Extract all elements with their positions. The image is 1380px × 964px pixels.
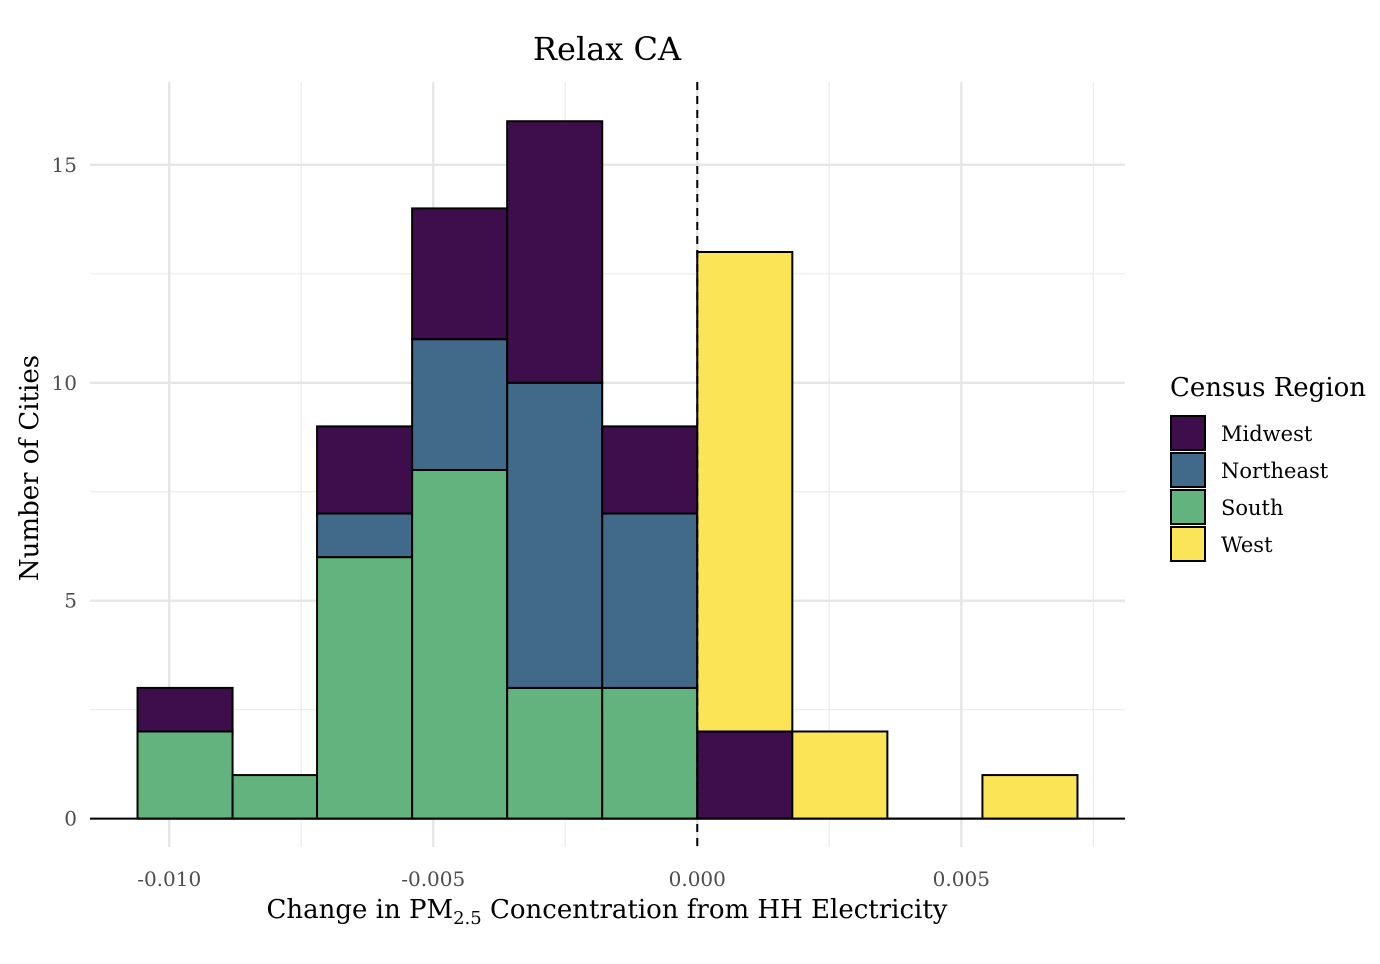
histogram-bar-midwest <box>506 120 604 384</box>
x-tick-label: -0.010 <box>137 867 201 891</box>
histogram-bar-south <box>411 468 509 820</box>
legend-label-northeast: Northeast <box>1221 459 1329 483</box>
histogram-bar-midwest <box>696 730 794 820</box>
histogram-bar-west <box>696 251 794 733</box>
legend-swatch-midwest <box>1170 415 1206 451</box>
histogram-bar-south <box>316 556 414 820</box>
y-tick-label: 5 <box>64 589 77 613</box>
legend-title: Census Region <box>1170 373 1366 403</box>
histogram-bar-west <box>981 774 1079 820</box>
histogram-bar-midwest <box>316 425 414 515</box>
x-tick-label: 0.000 <box>669 867 726 891</box>
x-axis-title-suffix: Concentration from HH Electricity <box>482 895 948 925</box>
histogram-bar-northeast <box>506 381 604 689</box>
histogram-bar-south <box>506 686 604 820</box>
legend-swatch-west <box>1170 526 1206 562</box>
legend-label-south: South <box>1221 496 1284 520</box>
legend-label-west: West <box>1221 533 1273 557</box>
y-tick-label: 10 <box>52 371 77 395</box>
x-axis-title: Change in PM2.5 Concentration from HH El… <box>266 895 947 929</box>
x-tick-label: 0.005 <box>933 867 990 891</box>
histogram-bar-midwest <box>601 425 699 515</box>
histogram-bar-midwest <box>411 207 509 341</box>
legend-swatch-northeast <box>1170 452 1206 488</box>
histogram-bar-south <box>231 774 319 820</box>
x-axis-title-prefix: Change in PM <box>266 895 453 925</box>
legend-label-midwest: Midwest <box>1221 422 1313 446</box>
x-axis-title-subscript: 2.5 <box>453 908 482 929</box>
chart-overlay <box>90 82 1125 847</box>
y-tick-label: 15 <box>52 153 77 177</box>
histogram-bar-midwest <box>136 686 234 733</box>
chart-title: Relax CA <box>533 30 682 68</box>
histogram-bar-west <box>791 730 889 820</box>
histogram-bar-northeast <box>411 338 509 471</box>
legend-swatch-south <box>1170 489 1206 525</box>
histogram-bar-northeast <box>316 512 414 559</box>
legend: Census Region Midwest Northeast South West <box>1170 373 1366 562</box>
histogram-bar-northeast <box>601 512 699 689</box>
y-axis-title: Number of Cities <box>15 355 45 581</box>
histogram-bar-south <box>136 730 234 820</box>
histogram-bar-south <box>601 686 699 820</box>
x-tick-label: -0.005 <box>401 867 465 891</box>
tick-labels: -0.010 -0.005 0.000 0.005 0 5 10 15 <box>52 153 990 891</box>
histogram-bars <box>136 120 1079 820</box>
y-tick-label: 0 <box>64 807 77 831</box>
